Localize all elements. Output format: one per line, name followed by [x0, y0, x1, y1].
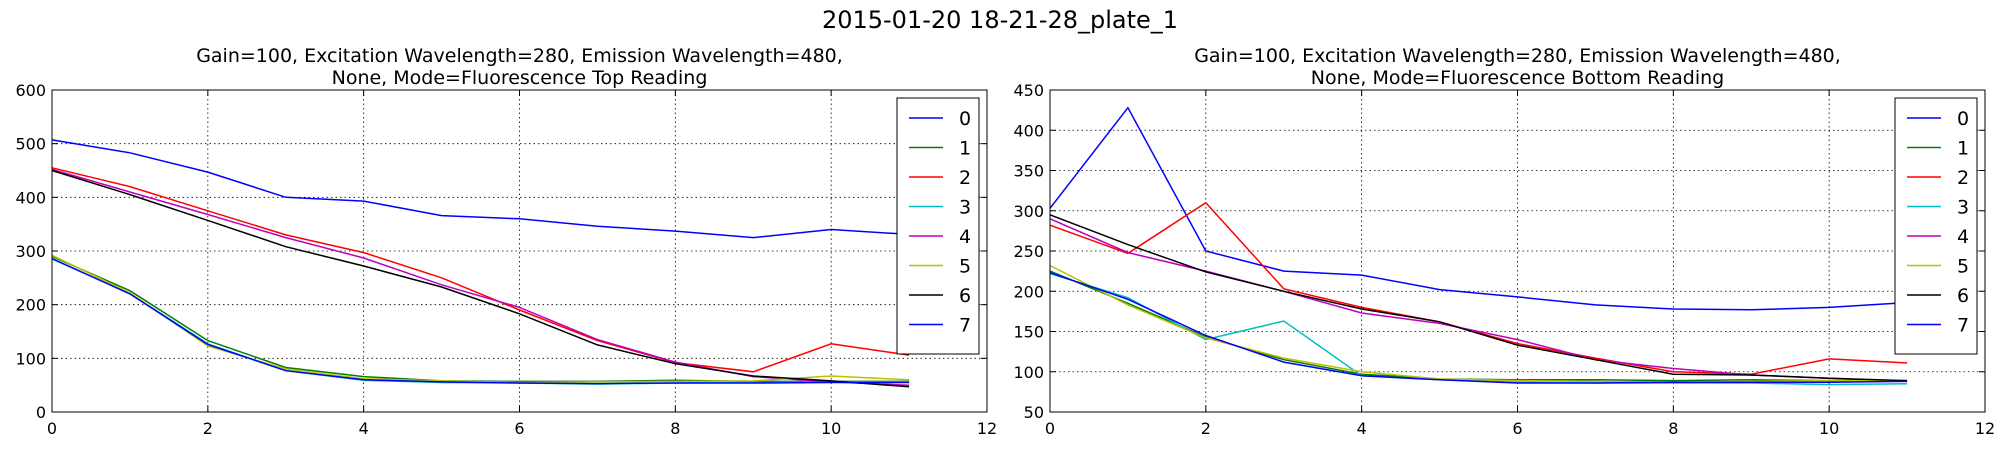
legend-box	[896, 97, 980, 355]
figure-title: 2015-01-20 18-21-28_plate_1	[822, 6, 1178, 34]
y-tick-label: 400	[1013, 121, 1044, 140]
series-line-3	[1049, 272, 1908, 386]
y-tick-label: 600	[15, 81, 46, 100]
y-tick-label: 400	[15, 188, 46, 207]
x-tick-label: 2	[1201, 419, 1211, 438]
x-tick-label: 10	[1819, 419, 1839, 438]
legend-label-0: 0	[1957, 108, 1969, 130]
legend-label-1: 1	[1957, 138, 1969, 160]
y-tick-label: 350	[1013, 162, 1044, 181]
legend-label-2: 2	[959, 167, 971, 189]
y-tick-label: 50	[1024, 403, 1044, 422]
legend-label-7: 7	[1957, 315, 1969, 337]
chart-title-line: Gain=100, Excitation Wavelength=280, Emi…	[1194, 45, 1841, 67]
x-tick-label: 4	[1357, 419, 1367, 438]
legend-label-7: 7	[959, 315, 971, 337]
y-tick-label: 200	[15, 296, 46, 315]
chart-panel-1: Gain=100, Excitation Wavelength=280, Emi…	[1013, 45, 1995, 438]
series-line-5	[1049, 264, 1908, 383]
x-tick-label: 8	[670, 419, 680, 438]
chart-panel-0: Gain=100, Excitation Wavelength=280, Emi…	[15, 45, 997, 438]
x-tick-label: 10	[821, 419, 841, 438]
legend-label-5: 5	[959, 256, 971, 278]
x-tick-label: 6	[1512, 419, 1522, 438]
legend: 0 1 2 3 4 5 6 7	[1894, 97, 1978, 355]
x-tick-label: 8	[1668, 419, 1678, 438]
y-tick-label: 300	[15, 242, 46, 261]
y-tick-label: 300	[1013, 202, 1044, 221]
series-line-4	[1049, 218, 1908, 383]
chart-title-line: None, Mode=Fluorescence Top Reading	[332, 67, 708, 89]
series-line-2	[51, 167, 910, 373]
legend-label-4: 4	[1957, 226, 1969, 248]
y-tick-label: 100	[1013, 363, 1044, 382]
legend-label-0: 0	[959, 108, 971, 130]
series-line-6	[1049, 214, 1908, 382]
y-tick-label: 450	[1013, 81, 1044, 100]
series-line-7	[51, 257, 910, 385]
legend-label-6: 6	[1957, 285, 1969, 307]
x-tick-label: 4	[359, 419, 369, 438]
y-tick-label: 150	[1013, 323, 1044, 342]
y-tick-label: 100	[15, 349, 46, 368]
series-line-6	[51, 169, 910, 388]
legend-label-2: 2	[1957, 167, 1969, 189]
legend-label-6: 6	[959, 285, 971, 307]
y-tick-label: 200	[1013, 282, 1044, 301]
legend: 0 1 2 3 4 5 6 7	[896, 97, 980, 355]
series-line-3	[51, 258, 910, 385]
legend-label-3: 3	[1957, 197, 1969, 219]
x-tick-label: 0	[1045, 419, 1055, 438]
series-line-5	[51, 254, 910, 384]
series-line-7	[1049, 271, 1908, 384]
x-tick-label: 6	[514, 419, 524, 438]
chart-title-line: Gain=100, Excitation Wavelength=280, Emi…	[196, 45, 843, 67]
x-tick-label: 12	[977, 419, 997, 438]
legend-label-1: 1	[959, 138, 971, 160]
legend-label-4: 4	[959, 226, 971, 248]
y-tick-label: 0	[36, 403, 46, 422]
x-tick-label: 12	[1975, 419, 1995, 438]
series-line-2	[1049, 201, 1908, 375]
legend-box	[1894, 97, 1978, 355]
legend-label-3: 3	[959, 197, 971, 219]
series-line-0	[51, 139, 910, 239]
y-tick-label: 250	[1013, 242, 1044, 261]
y-tick-label: 500	[15, 135, 46, 154]
series-line-0	[1049, 106, 1908, 311]
x-tick-label: 0	[47, 419, 57, 438]
chart-title-line: None, Mode=Fluorescence Bottom Reading	[1311, 67, 1724, 89]
legend-label-5: 5	[1957, 256, 1969, 278]
x-tick-label: 2	[203, 419, 213, 438]
